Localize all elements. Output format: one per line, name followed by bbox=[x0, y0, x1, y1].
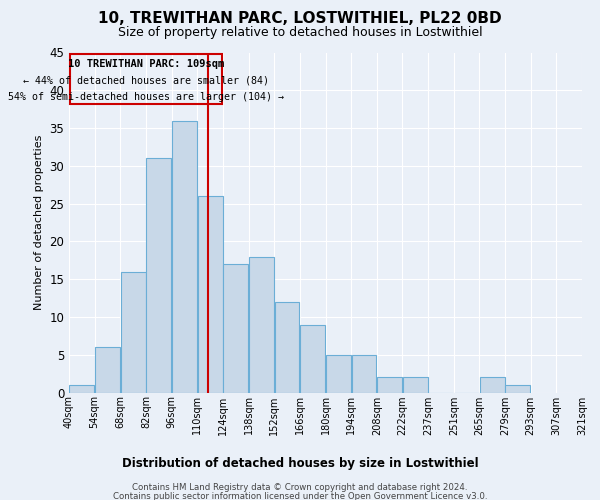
Bar bbox=[505, 385, 530, 392]
Bar bbox=[197, 196, 223, 392]
Text: Size of property relative to detached houses in Lostwithiel: Size of property relative to detached ho… bbox=[118, 26, 482, 39]
Bar bbox=[377, 378, 402, 392]
Bar bbox=[403, 378, 428, 392]
Text: Contains public sector information licensed under the Open Government Licence v3: Contains public sector information licen… bbox=[113, 492, 487, 500]
Bar bbox=[480, 378, 505, 392]
Text: Contains HM Land Registry data © Crown copyright and database right 2024.: Contains HM Land Registry data © Crown c… bbox=[132, 484, 468, 492]
Bar bbox=[352, 354, 376, 393]
Bar bbox=[121, 272, 146, 392]
Text: 10, TREWITHAN PARC, LOSTWITHIEL, PL22 0BD: 10, TREWITHAN PARC, LOSTWITHIEL, PL22 0B… bbox=[98, 11, 502, 26]
Bar bbox=[223, 264, 248, 392]
Bar bbox=[300, 324, 325, 392]
Bar bbox=[146, 158, 171, 392]
Text: 54% of semi-detached houses are larger (104) →: 54% of semi-detached houses are larger (… bbox=[8, 92, 284, 102]
Bar bbox=[326, 354, 351, 393]
Y-axis label: Number of detached properties: Number of detached properties bbox=[34, 135, 44, 310]
Bar bbox=[275, 302, 299, 392]
Bar bbox=[249, 256, 274, 392]
Text: Distribution of detached houses by size in Lostwithiel: Distribution of detached houses by size … bbox=[122, 458, 478, 470]
Text: 10 TREWITHAN PARC: 109sqm: 10 TREWITHAN PARC: 109sqm bbox=[68, 58, 224, 68]
Bar bbox=[95, 347, 120, 393]
Bar bbox=[70, 385, 94, 392]
Text: ← 44% of detached houses are smaller (84): ← 44% of detached houses are smaller (84… bbox=[23, 75, 269, 85]
Bar bbox=[172, 120, 197, 392]
